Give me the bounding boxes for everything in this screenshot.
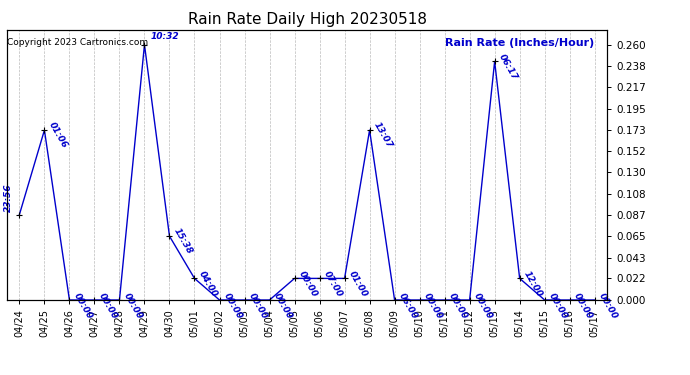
Text: 00:00: 00:00	[547, 292, 569, 321]
Text: 15:38: 15:38	[172, 227, 194, 256]
Text: 00:00: 00:00	[422, 292, 444, 321]
Text: 23:56: 23:56	[4, 183, 13, 211]
Text: 06:00: 06:00	[397, 292, 420, 321]
Text: Copyright 2023 Cartronics.com: Copyright 2023 Cartronics.com	[7, 38, 148, 47]
Text: 00:00: 00:00	[572, 292, 594, 321]
Text: 00:00: 00:00	[272, 292, 294, 321]
Text: 00:00: 00:00	[472, 292, 494, 321]
Text: 00:00: 00:00	[447, 292, 469, 321]
Text: 01:06: 01:06	[47, 121, 69, 150]
Text: 12:00: 12:00	[522, 270, 544, 299]
Text: 00:00: 00:00	[598, 292, 620, 321]
Text: 04:00: 04:00	[197, 270, 219, 299]
Text: 01:00: 01:00	[347, 270, 369, 299]
Text: 00:00: 00:00	[222, 292, 244, 321]
Text: 10:32: 10:32	[150, 32, 179, 41]
Text: 06:17: 06:17	[497, 52, 520, 81]
Text: 00:00: 00:00	[247, 292, 269, 321]
Text: Rain Rate (Inches/Hour): Rain Rate (Inches/Hour)	[445, 38, 594, 48]
Text: 00:00: 00:00	[72, 292, 94, 321]
Text: 00:00: 00:00	[122, 292, 144, 321]
Text: 00:00: 00:00	[97, 292, 119, 321]
Title: Rain Rate Daily High 20230518: Rain Rate Daily High 20230518	[188, 12, 426, 27]
Text: 13:07: 13:07	[372, 121, 394, 150]
Text: 00:00: 00:00	[297, 270, 319, 299]
Text: 07:00: 07:00	[322, 270, 344, 299]
